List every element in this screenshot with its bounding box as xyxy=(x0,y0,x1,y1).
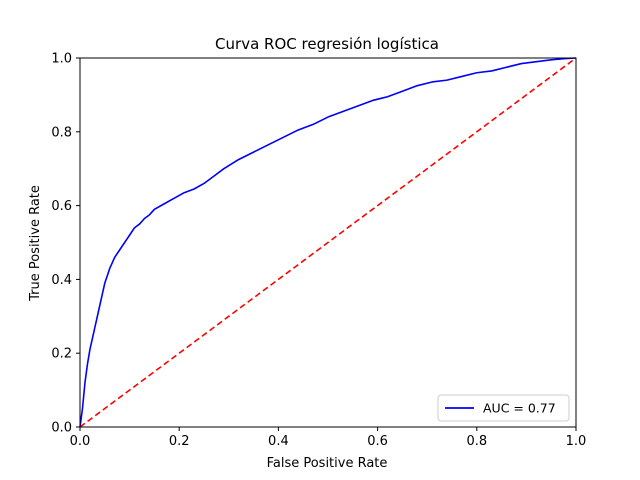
plot-frame xyxy=(79,57,577,428)
y-tick-label: 0.4 xyxy=(51,273,72,288)
legend: AUC = 0.77 xyxy=(437,394,570,422)
chart-title: Curva ROC regresión logística xyxy=(215,35,439,53)
legend-box xyxy=(437,394,570,422)
x-tick-label: 0.0 xyxy=(70,434,91,449)
chance-diagonal-line xyxy=(79,57,577,428)
x-tick-label: 1.0 xyxy=(566,434,587,449)
y-tick-label: 1.0 xyxy=(51,52,72,67)
x-tick-label: 0.8 xyxy=(466,434,487,449)
x-tick-label: 0.4 xyxy=(268,434,289,449)
y-tick-label: 0.0 xyxy=(51,421,72,436)
y-axis-ticks: 0.0 0.2 0.4 0.6 0.8 1.0 xyxy=(51,52,80,436)
x-axis-label: False Positive Rate xyxy=(267,456,388,471)
x-axis-ticks: 0.0 0.2 0.4 0.6 0.8 1.0 xyxy=(70,427,587,449)
y-tick-label: 0.8 xyxy=(51,125,72,140)
roc-curve-line xyxy=(79,57,577,428)
y-tick-label: 0.2 xyxy=(51,347,72,362)
plot-area xyxy=(79,57,577,428)
x-tick-label: 0.6 xyxy=(367,434,388,449)
legend-label-auc: AUC = 0.77 xyxy=(483,401,556,416)
y-axis-label: True Positive Rate xyxy=(28,185,43,302)
y-tick-label: 0.6 xyxy=(51,199,72,214)
x-tick-label: 0.2 xyxy=(169,434,190,449)
